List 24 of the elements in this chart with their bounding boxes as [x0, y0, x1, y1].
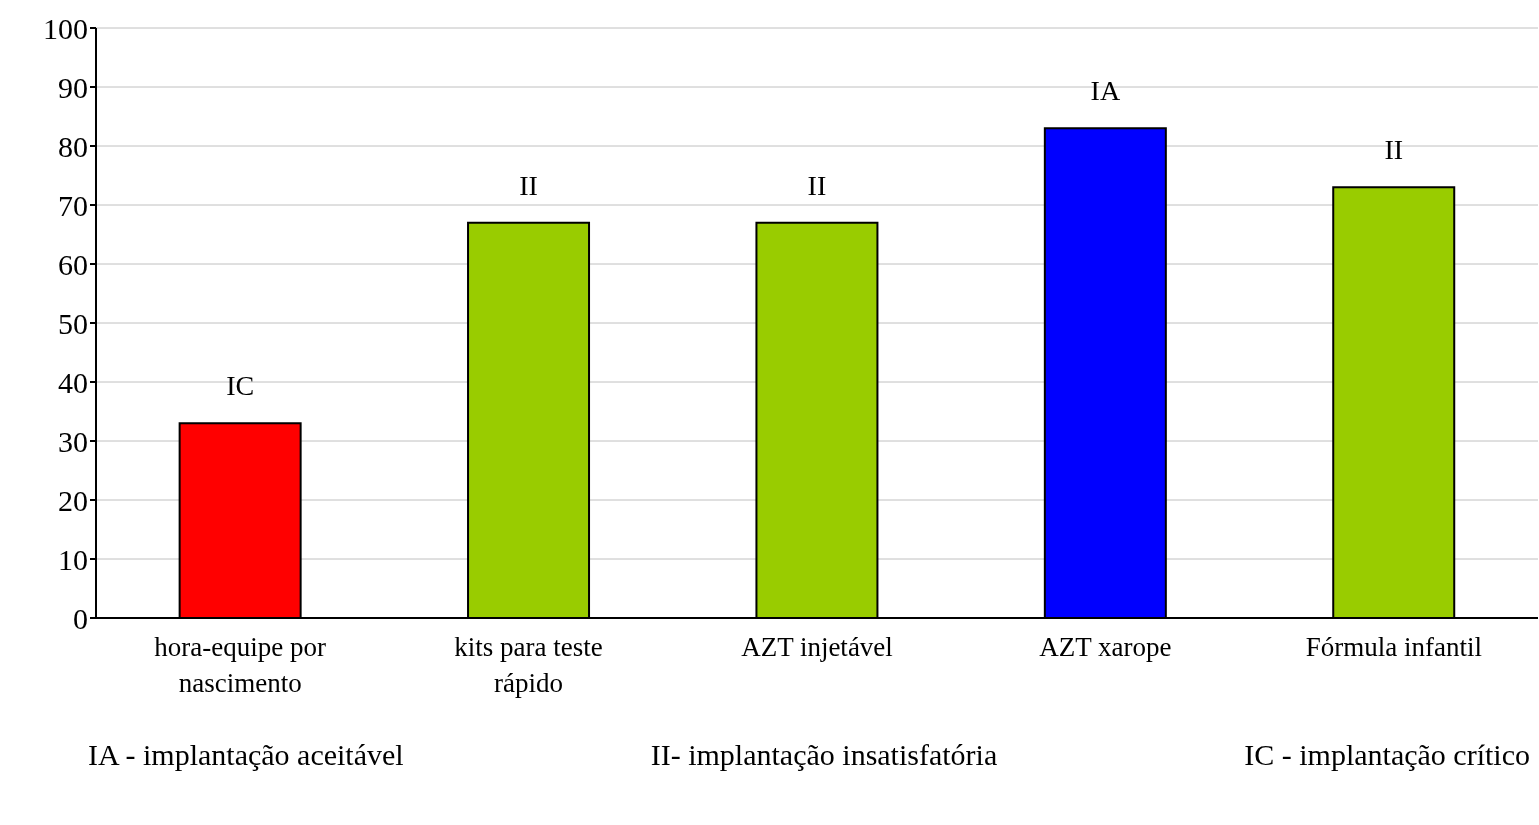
text: IC - implantação crítico: [1244, 738, 1530, 772]
y-tick-label: 20: [58, 483, 88, 517]
y-tick-label: 100: [43, 11, 88, 45]
y-tick-label: 40: [58, 365, 88, 399]
x-tick-label: hora-equipe por nascimento: [154, 632, 327, 698]
data-label: II: [1384, 134, 1404, 166]
text: II- implantação insatisfatória: [650, 738, 998, 772]
y-tick-label: 0: [73, 601, 88, 635]
data-label: II: [519, 169, 538, 201]
data-label: IC: [226, 370, 255, 402]
y-tick-label: 30: [58, 424, 88, 458]
data-label: IA: [1090, 75, 1121, 107]
y-tick-label: 70: [58, 188, 88, 222]
x-tick-label: AZT xarope: [1039, 632, 1172, 662]
y-tick-label: 50: [58, 306, 88, 340]
y-tick-label: 90: [58, 70, 88, 104]
x-tick-label: AZT injetável: [741, 632, 893, 662]
data-label: II: [807, 169, 827, 201]
y-tick-label: 80: [58, 129, 88, 163]
text: IA - implantação aceitável: [88, 738, 404, 772]
x-tick-label: Fórmula infantil: [1305, 632, 1482, 662]
x-tick-label: kits para teste rápido: [454, 632, 603, 698]
y-tick-label: 10: [58, 542, 88, 576]
y-tick-label: 60: [58, 247, 88, 281]
